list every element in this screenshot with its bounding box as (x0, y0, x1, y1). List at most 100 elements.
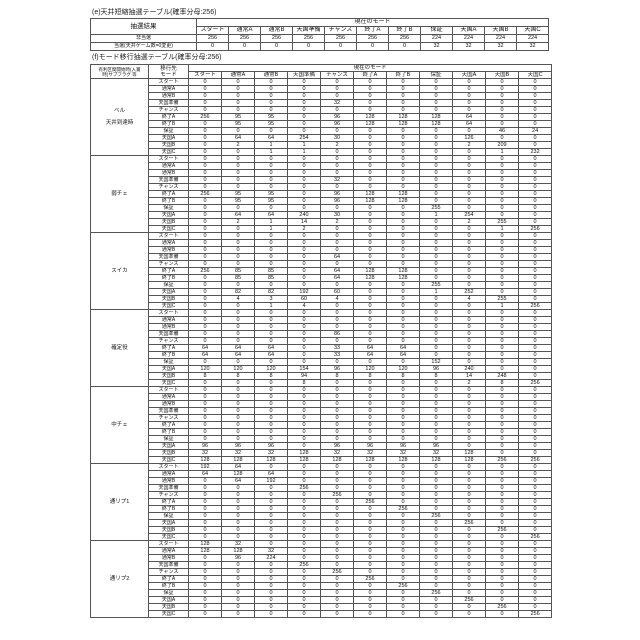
value-cell: 0 (517, 505, 553, 513)
value-cell: 0 (287, 428, 321, 436)
value-cell: 0 (188, 99, 222, 107)
value-cell: 0 (188, 393, 222, 401)
value-cell: 0 (353, 183, 387, 191)
value-cell: 1 (485, 302, 519, 310)
value-cell: 120 (188, 365, 222, 373)
value-cell: 0 (188, 274, 222, 282)
value-cell: 0 (188, 358, 222, 366)
value-cell: 24 (517, 127, 553, 135)
value-cell: 0 (517, 246, 553, 254)
value-cell: 0 (221, 561, 255, 569)
value-cell: 0 (485, 470, 519, 478)
value-cell: 95 (221, 113, 255, 121)
value-cell: 0 (485, 78, 519, 86)
value-cell: 0 (188, 526, 222, 534)
result-row-label: 非当選 (90, 34, 197, 43)
value-cell: 0 (287, 421, 321, 429)
table-row: 天国準備 0 0 0 0 64 0 0 0 0 0 0 (91, 253, 553, 261)
value-cell: 0 (188, 246, 222, 254)
dest-mode-row-label: 天国A (148, 211, 189, 219)
table-row: 終了A 0 0 0 0 0 256 0 0 0 0 0 (91, 575, 553, 583)
value-cell: 0 (452, 547, 486, 555)
value-cell: 1 (485, 225, 519, 233)
value-cell: 256 (517, 610, 553, 618)
value-cell: 0 (485, 232, 519, 240)
value-cell: 0 (287, 197, 321, 205)
value-cell: 0 (254, 253, 288, 261)
value-cell: 256 (353, 498, 387, 506)
value-cell: 0 (287, 512, 321, 520)
value-cell: 0 (221, 239, 255, 247)
value-cell: 0 (221, 400, 255, 408)
value-cell: 8 (485, 379, 519, 387)
value-cell: 0 (188, 337, 222, 345)
value-cell: 0 (320, 337, 354, 345)
value-cell: 0 (353, 554, 387, 562)
value-cell: 96 (353, 442, 387, 450)
dest-mode-row-label: 終了A (148, 113, 189, 121)
value-cell: 0 (188, 309, 222, 317)
value-cell: 0 (320, 225, 354, 233)
value-cell: 0 (485, 519, 519, 527)
value-cell: 0 (452, 477, 486, 485)
value-cell: 0 (221, 127, 255, 135)
dest-mode-row-label: チャンス (148, 568, 189, 576)
value-cell: 0 (188, 120, 222, 128)
value-cell: 0 (485, 274, 519, 282)
value-cell: 0 (419, 78, 453, 86)
value-cell: 0 (320, 561, 354, 569)
value-cell: 0 (188, 323, 222, 331)
value-cell: 0 (188, 78, 222, 86)
value-cell: 0 (517, 351, 553, 359)
value-cell: 0 (254, 106, 288, 114)
value-cell: 128 (287, 449, 321, 457)
value-cell: 0 (485, 344, 519, 352)
value-cell: 256 (386, 582, 420, 590)
value-cell: 0 (287, 323, 321, 331)
value-cell: 0 (188, 211, 222, 219)
value-cell: 0 (485, 407, 519, 415)
value-cell: 0 (485, 183, 519, 191)
table-row: 天国C 0 0 0 0 0 0 0 0 0 0 256 (91, 533, 553, 541)
value-cell: 96 (320, 365, 354, 373)
value-cell: 128 (419, 456, 453, 464)
value-cell: 0 (320, 589, 354, 597)
value-cell: 0 (221, 428, 255, 436)
value-cell: 0 (287, 582, 321, 590)
value-cell: 0 (287, 575, 321, 583)
value-cell: 256 (188, 267, 222, 275)
value-cell: 32 (221, 449, 255, 457)
table-row: 通常A 0 0 0 0 0 0 0 0 0 0 0 (91, 393, 553, 401)
value-cell: 0 (419, 554, 453, 562)
value-cell: 60 (320, 288, 354, 296)
value-cell: 82 (221, 288, 255, 296)
value-cell: 0 (292, 42, 325, 51)
value-cell: 0 (188, 316, 222, 324)
value-cell: 0 (254, 498, 288, 506)
value-cell: 0 (254, 246, 288, 254)
value-cell: 0 (353, 400, 387, 408)
value-cell: 0 (386, 309, 420, 317)
value-cell: 0 (287, 603, 321, 611)
table-row: 天国準備 0 0 0 256 0 0 0 0 0 0 0 (91, 561, 553, 569)
value-cell: 96 (419, 442, 453, 450)
value-cell: 256 (260, 34, 293, 43)
value-cell: 256 (287, 484, 321, 492)
value-cell: 0 (353, 428, 387, 436)
value-cell: 64 (221, 344, 255, 352)
value-cell: 0 (452, 540, 486, 548)
dest-mode-row-label: チャンス (148, 414, 189, 422)
value-cell: 0 (353, 603, 387, 611)
value-cell: 0 (287, 239, 321, 247)
table-row: チャンス 0 0 0 0 0 0 0 0 0 0 0 (91, 337, 553, 345)
value-cell: 256 (353, 575, 387, 583)
table-row: 通常A 0 0 0 0 0 0 0 0 0 0 0 (91, 239, 553, 247)
value-cell: 0 (452, 568, 486, 576)
value-cell: 256 (517, 379, 553, 387)
value-cell: 0 (517, 113, 553, 121)
dest-mode-row-label: 通常A (148, 239, 189, 247)
value-cell: 0 (517, 92, 553, 100)
table-row: 確定役 スタート 0 0 0 0 0 0 0 0 0 0 0 (90, 309, 553, 387)
value-cell: 0 (320, 463, 354, 471)
value-cell: 0 (517, 239, 553, 247)
